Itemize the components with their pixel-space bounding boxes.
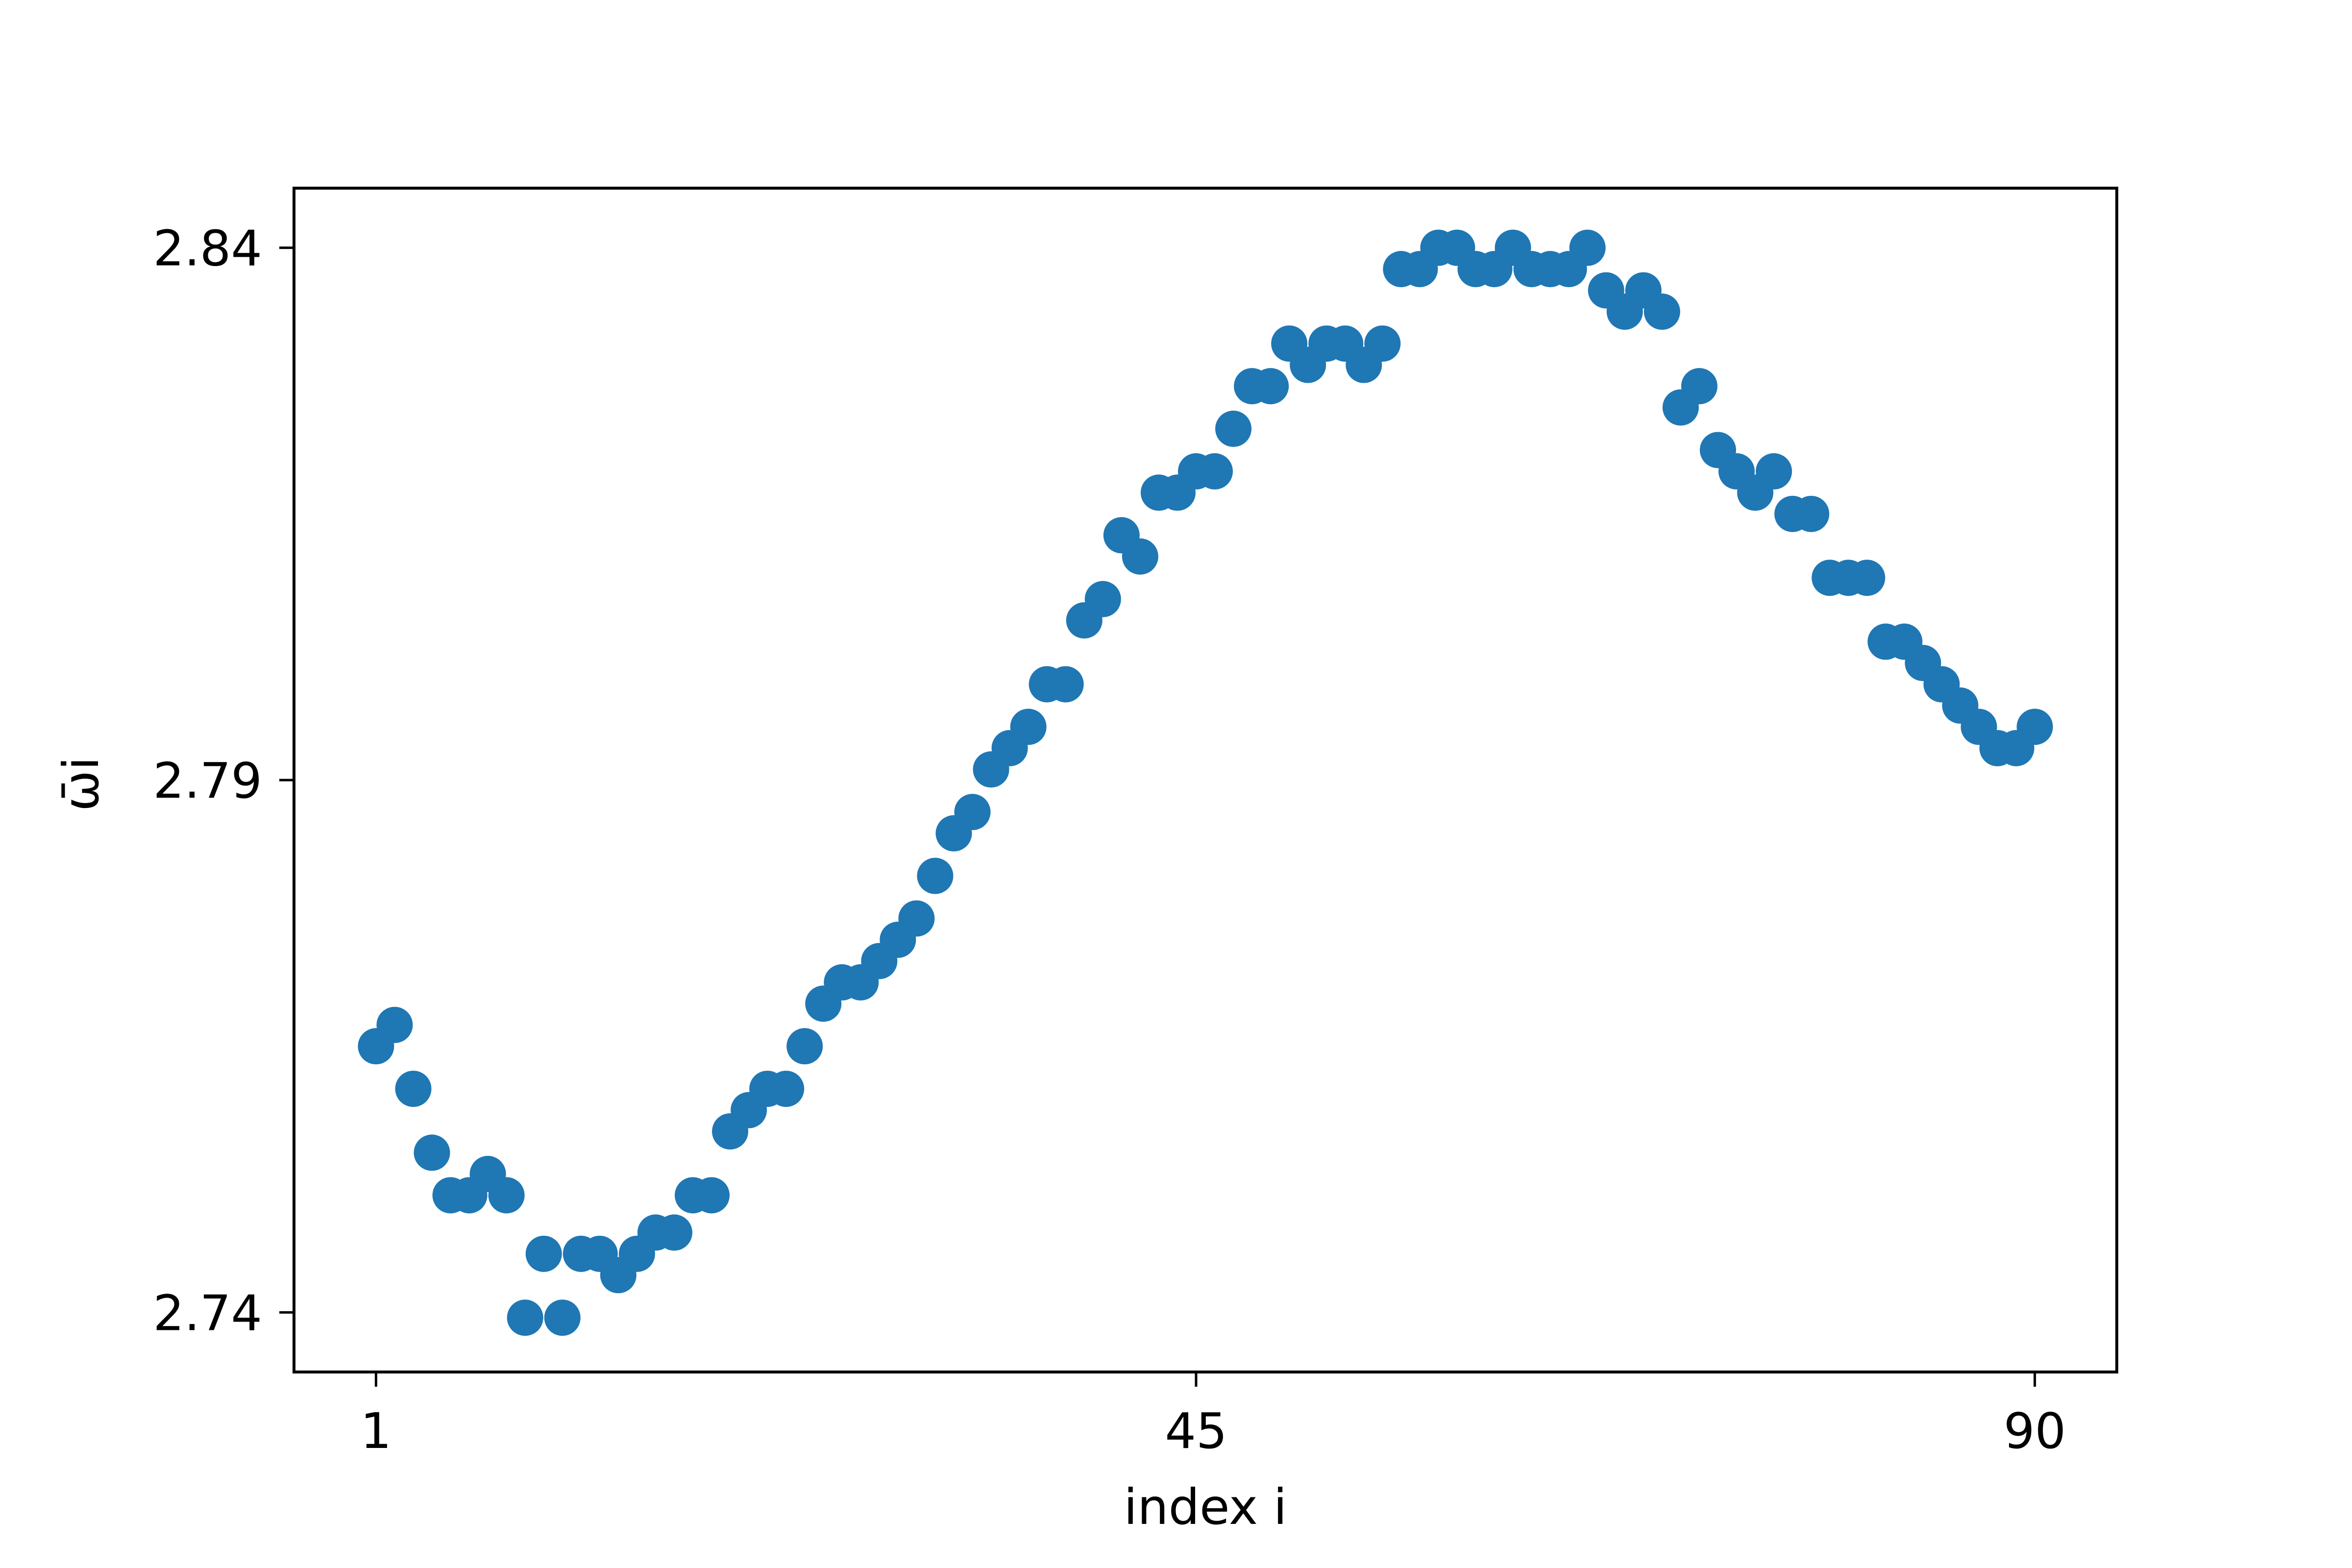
data-point <box>1047 666 1084 703</box>
data-point <box>1215 411 1252 447</box>
y-tick-label: 2.74 <box>153 1284 262 1342</box>
data-point <box>1010 709 1047 745</box>
x-tick-label: 45 <box>1165 1402 1227 1460</box>
y-tick-label: 2.79 <box>153 752 262 809</box>
data-point <box>1756 453 1792 490</box>
x-axis-label: index i <box>1124 1478 1287 1536</box>
x-tick-label: 90 <box>2004 1402 2066 1460</box>
data-point <box>525 1235 562 1272</box>
y-tick-label: 2.84 <box>153 220 262 277</box>
data-point <box>1849 560 1886 596</box>
data-point <box>488 1177 525 1214</box>
data-point <box>1122 538 1158 575</box>
data-point <box>1364 325 1401 362</box>
data-point <box>1197 453 1233 490</box>
data-point <box>395 1071 432 1107</box>
data-point <box>376 1006 413 1043</box>
data-point <box>1569 229 1606 266</box>
data-point <box>414 1134 450 1171</box>
data-point <box>1681 368 1717 405</box>
data-point <box>2016 709 2053 745</box>
x-axis-ticks: 1 45 90 <box>361 1372 2066 1460</box>
data-point <box>507 1299 543 1336</box>
data-point <box>917 858 954 894</box>
data-point <box>656 1214 692 1251</box>
data-point <box>544 1299 581 1336</box>
y-axis-label: ω̄i <box>52 757 110 811</box>
data-point <box>1252 368 1289 405</box>
x-tick-label: 1 <box>361 1402 392 1460</box>
data-point <box>898 900 935 937</box>
data-point <box>1643 294 1680 330</box>
data-point <box>786 1028 823 1065</box>
data-points <box>358 229 2053 1336</box>
data-point <box>1084 581 1121 617</box>
data-point <box>693 1177 730 1214</box>
data-point <box>1793 495 1830 532</box>
data-point <box>954 794 991 831</box>
data-point <box>768 1071 805 1107</box>
y-axis-ticks: 2.74 2.79 2.84 <box>153 220 294 1342</box>
